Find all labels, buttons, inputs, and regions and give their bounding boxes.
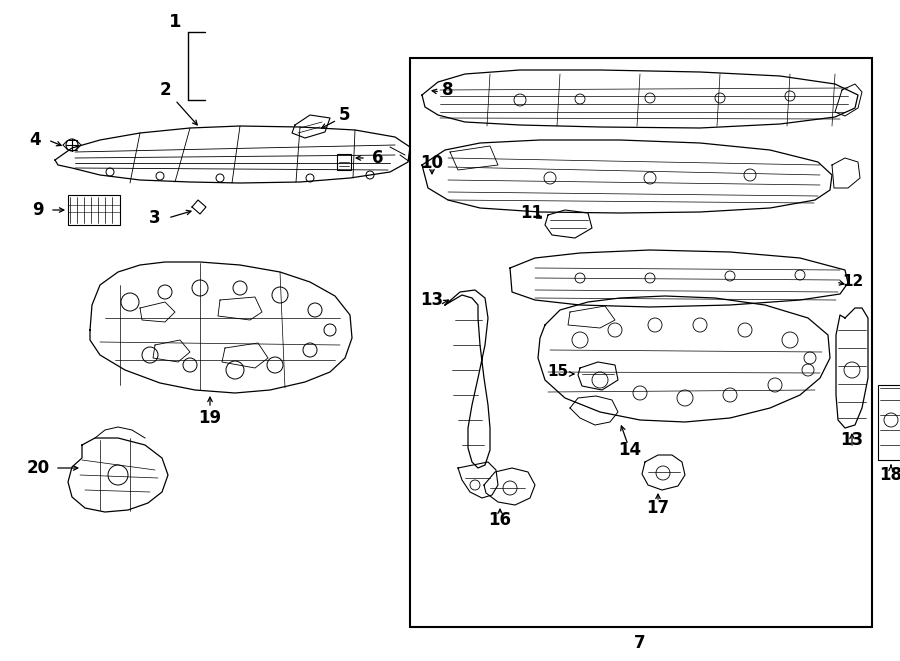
Text: 13: 13 (841, 431, 864, 449)
Text: 11: 11 (520, 204, 544, 222)
Text: 5: 5 (339, 106, 351, 124)
Bar (410, 58, 872, 627)
Text: 17: 17 (646, 499, 670, 517)
Text: 9: 9 (32, 201, 44, 219)
Text: 19: 19 (198, 409, 221, 427)
Text: 10: 10 (420, 154, 444, 172)
Text: 14: 14 (618, 441, 642, 459)
Text: 20: 20 (26, 459, 50, 477)
Text: 8: 8 (442, 81, 454, 99)
Text: 15: 15 (547, 364, 568, 379)
Text: 2: 2 (159, 81, 171, 99)
Bar (337, 154, 351, 170)
Text: 12: 12 (842, 274, 863, 290)
Text: 3: 3 (149, 209, 161, 227)
Text: 1: 1 (169, 13, 181, 31)
Bar (68, 195, 120, 225)
Text: 16: 16 (489, 511, 511, 529)
Text: 7: 7 (634, 634, 646, 652)
Text: 13: 13 (420, 291, 444, 309)
Text: 18: 18 (879, 466, 900, 484)
Text: 4: 4 (29, 131, 40, 149)
Bar (878, 385, 900, 460)
Text: 6: 6 (373, 149, 383, 167)
